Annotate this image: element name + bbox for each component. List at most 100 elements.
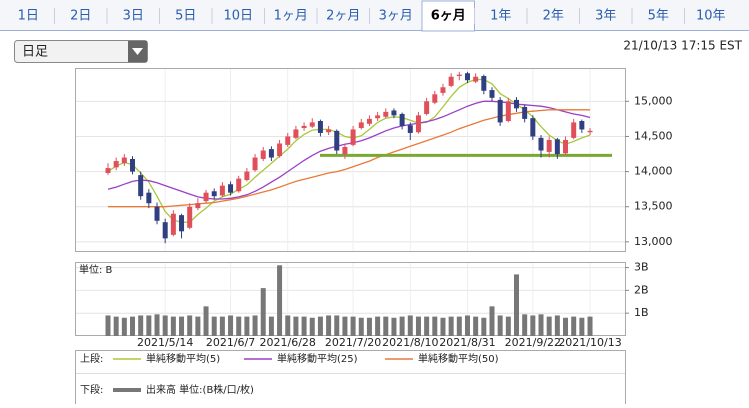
candle-body xyxy=(456,74,462,77)
volume-bar xyxy=(285,315,291,336)
tab-label[interactable]: 2年 xyxy=(543,9,564,24)
x-tick-label: 2021/8/31 xyxy=(439,336,495,349)
candle-body xyxy=(113,161,119,168)
candle-body xyxy=(228,184,234,193)
candle-body xyxy=(138,175,144,197)
volume-bar xyxy=(530,315,536,336)
candle-body xyxy=(236,178,242,192)
volume-bar xyxy=(334,315,340,336)
tab-label[interactable]: 3ヶ月 xyxy=(379,9,413,24)
volume-bar xyxy=(130,316,136,336)
volume-bar xyxy=(309,317,315,336)
volume-bar xyxy=(514,274,519,336)
volume-bar xyxy=(138,315,144,336)
y-tick-label: 14,500 xyxy=(634,129,673,142)
volume-bar xyxy=(440,317,446,336)
candle-body xyxy=(317,121,323,133)
volume-bar xyxy=(456,316,462,336)
x-tick-label: 2021/6/7 xyxy=(206,336,255,349)
candle-body xyxy=(170,213,176,235)
price-panel xyxy=(75,68,626,252)
volume-bar xyxy=(522,314,528,336)
candle-body xyxy=(391,110,397,116)
y-tick-label: 1B xyxy=(634,306,649,319)
legend-entry: 単純移動平均(25) xyxy=(277,352,358,365)
volume-bar xyxy=(170,316,176,336)
tab-label[interactable]: 6ヶ月 xyxy=(431,9,466,24)
volume-bar xyxy=(162,315,168,336)
tab-label[interactable]: 5年 xyxy=(648,9,669,24)
y-tick-label: 13,000 xyxy=(634,235,673,248)
volume-bar xyxy=(105,315,111,336)
candle-body xyxy=(203,192,209,202)
volume-bar xyxy=(301,316,307,336)
candle-body xyxy=(497,99,503,123)
volume-bar xyxy=(366,317,372,336)
x-tick-label: 2021/5/14 xyxy=(137,336,193,349)
y-tick-label: 3B xyxy=(634,261,649,274)
volume-bar xyxy=(260,288,266,336)
candle-body xyxy=(440,87,446,93)
candle-body xyxy=(211,191,217,197)
volume-bar xyxy=(481,317,487,336)
candle-body xyxy=(546,139,552,152)
tab-label[interactable]: 10年 xyxy=(696,9,726,24)
tab-label[interactable]: 3年 xyxy=(595,9,616,24)
volume-bar xyxy=(464,315,470,336)
candle-body xyxy=(162,222,168,239)
candle-body xyxy=(350,129,356,145)
candle-body xyxy=(358,122,364,129)
tab-label[interactable]: 1日 xyxy=(18,9,39,24)
tab[interactable] xyxy=(421,0,475,32)
y-tick-label: 13,500 xyxy=(634,200,673,213)
candle-body xyxy=(154,206,160,221)
timestamp: 21/10/13 17:15 EST xyxy=(623,39,742,53)
candle-body xyxy=(538,137,544,151)
x-tick-label: 2021/10/13 xyxy=(558,336,621,349)
volume-bar xyxy=(505,316,511,336)
candle-body xyxy=(571,122,577,138)
volume-bar xyxy=(236,316,242,336)
candle-body xyxy=(260,150,266,159)
candle-body xyxy=(473,76,479,82)
volume-bar xyxy=(187,315,193,336)
tab-label[interactable]: 1ヶ月 xyxy=(274,9,308,24)
volume-bar xyxy=(554,315,560,336)
candle-body xyxy=(187,206,193,228)
candle-body xyxy=(587,130,593,133)
candle-body xyxy=(448,76,454,86)
tab-label[interactable]: 2ヶ月 xyxy=(326,9,360,24)
volume-bar xyxy=(579,317,585,336)
tab-label[interactable]: 1年 xyxy=(490,9,511,24)
volume-bar xyxy=(228,315,234,336)
volume-bar xyxy=(342,316,348,336)
candle-body xyxy=(514,99,519,109)
candle-body xyxy=(415,115,421,133)
tab-label[interactable]: 2日 xyxy=(70,9,91,24)
candle-body xyxy=(424,101,430,114)
volume-bar xyxy=(268,316,274,336)
candle-body xyxy=(399,113,405,126)
volume-bar xyxy=(154,314,160,336)
tab-label[interactable]: 3日 xyxy=(123,9,144,24)
volume-bar xyxy=(587,316,593,336)
tab-label[interactable]: 5日 xyxy=(175,9,196,24)
tab-label[interactable]: 10日 xyxy=(223,9,253,24)
y-tick-label: 2B xyxy=(634,283,649,296)
volume-bar xyxy=(146,315,152,336)
candle-body xyxy=(554,139,560,155)
volume-bar xyxy=(350,316,356,336)
volume-bar xyxy=(277,265,283,336)
volume-bar xyxy=(415,316,421,336)
volume-bar xyxy=(121,317,127,336)
volume-bar xyxy=(293,316,299,336)
legend-entry: 単純移動平均(50) xyxy=(418,352,499,365)
period-select[interactable] xyxy=(14,40,148,63)
legend-label: 上段: xyxy=(80,352,103,365)
volume-bar xyxy=(563,317,569,336)
y-tick-label: 14,000 xyxy=(634,165,673,178)
volume-bar xyxy=(211,316,217,336)
volume-bar xyxy=(252,315,258,336)
candle-body xyxy=(334,130,340,151)
